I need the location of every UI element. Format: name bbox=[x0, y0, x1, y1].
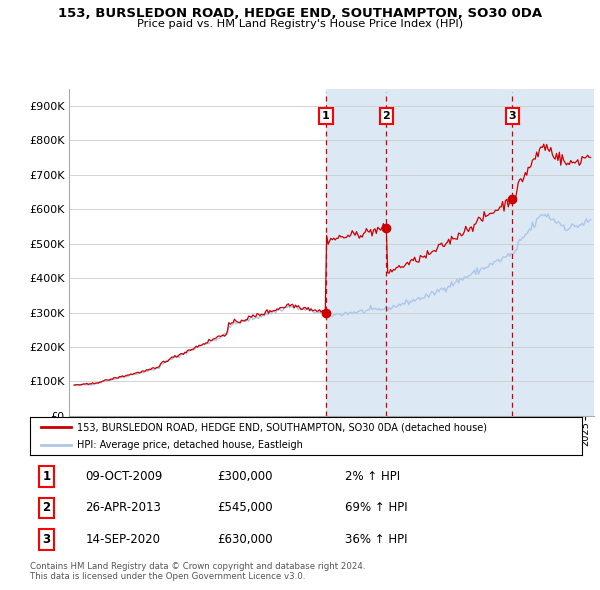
Text: 36% ↑ HPI: 36% ↑ HPI bbox=[344, 533, 407, 546]
Text: Price paid vs. HM Land Registry's House Price Index (HPI): Price paid vs. HM Land Registry's House … bbox=[137, 19, 463, 29]
Text: 2% ↑ HPI: 2% ↑ HPI bbox=[344, 470, 400, 483]
Text: 1: 1 bbox=[322, 111, 330, 121]
Text: HPI: Average price, detached house, Eastleigh: HPI: Average price, detached house, East… bbox=[77, 440, 303, 450]
Text: 09-OCT-2009: 09-OCT-2009 bbox=[85, 470, 163, 483]
Text: £630,000: £630,000 bbox=[218, 533, 274, 546]
Text: 3: 3 bbox=[509, 111, 516, 121]
Text: 153, BURSLEDON ROAD, HEDGE END, SOUTHAMPTON, SO30 0DA: 153, BURSLEDON ROAD, HEDGE END, SOUTHAMP… bbox=[58, 7, 542, 20]
Text: 26-APR-2013: 26-APR-2013 bbox=[85, 502, 161, 514]
Text: £300,000: £300,000 bbox=[218, 470, 273, 483]
Text: 153, BURSLEDON ROAD, HEDGE END, SOUTHAMPTON, SO30 0DA (detached house): 153, BURSLEDON ROAD, HEDGE END, SOUTHAMP… bbox=[77, 422, 487, 432]
Text: Contains HM Land Registry data © Crown copyright and database right 2024.
This d: Contains HM Land Registry data © Crown c… bbox=[30, 562, 365, 581]
Text: 2: 2 bbox=[43, 502, 50, 514]
Text: 3: 3 bbox=[43, 533, 50, 546]
Bar bbox=[326, 88, 594, 416]
Text: 2: 2 bbox=[383, 111, 390, 121]
Text: 14-SEP-2020: 14-SEP-2020 bbox=[85, 533, 160, 546]
Text: 69% ↑ HPI: 69% ↑ HPI bbox=[344, 502, 407, 514]
Text: 1: 1 bbox=[43, 470, 50, 483]
Text: £545,000: £545,000 bbox=[218, 502, 274, 514]
